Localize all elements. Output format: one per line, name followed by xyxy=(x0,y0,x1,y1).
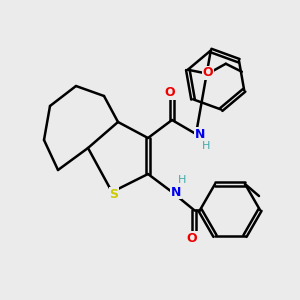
Text: O: O xyxy=(165,86,175,100)
Text: N: N xyxy=(171,185,181,199)
Text: N: N xyxy=(195,128,205,140)
Text: O: O xyxy=(202,66,213,79)
Text: S: S xyxy=(110,188,118,200)
Text: O: O xyxy=(187,232,197,244)
Text: H: H xyxy=(202,141,210,151)
Text: H: H xyxy=(178,175,186,185)
